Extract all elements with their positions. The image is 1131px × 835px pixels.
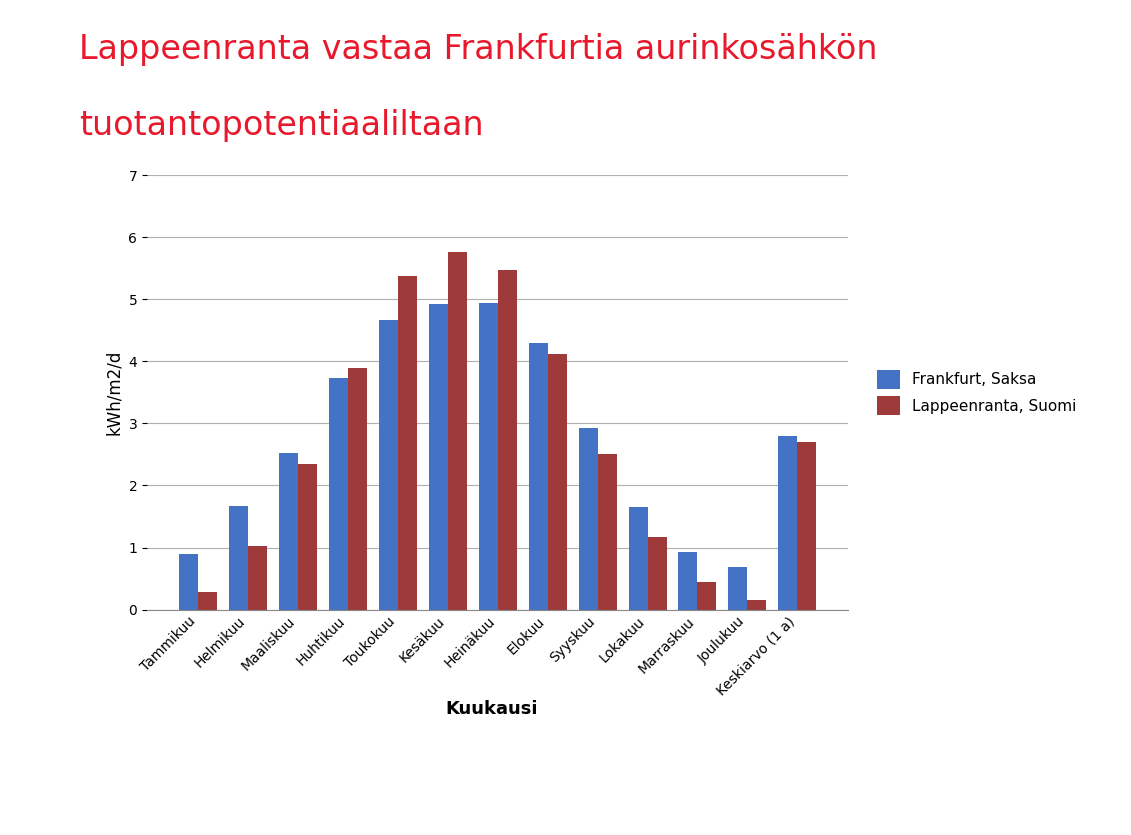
- Bar: [398, 276, 416, 610]
- Bar: [579, 428, 597, 610]
- Text: tuotantopotentiaaliltaan: tuotantopotentiaaliltaan: [79, 109, 484, 142]
- Bar: [198, 592, 217, 610]
- Bar: [179, 554, 198, 610]
- Bar: [478, 302, 498, 610]
- Bar: [329, 378, 347, 610]
- Legend: Frankfurt, Saksa, Lappeenranta, Suomi: Frankfurt, Saksa, Lappeenranta, Suomi: [877, 370, 1077, 415]
- Bar: [429, 305, 448, 610]
- Text: Lappeenranta vastaa Frankfurtia aurinkosähkön: Lappeenranta vastaa Frankfurtia aurinkos…: [79, 33, 878, 67]
- Bar: [248, 545, 267, 610]
- Bar: [379, 320, 398, 610]
- Text: Kuukausi: Kuukausi: [446, 700, 538, 718]
- Bar: [648, 537, 666, 610]
- Bar: [347, 367, 366, 610]
- Bar: [679, 552, 698, 610]
- Bar: [297, 463, 317, 610]
- Bar: [498, 271, 517, 610]
- Bar: [597, 454, 616, 610]
- Y-axis label: kWh/m2/d: kWh/m2/d: [105, 350, 123, 435]
- Bar: [528, 343, 547, 610]
- Bar: [728, 567, 748, 610]
- Bar: [228, 506, 248, 610]
- Text: Lappeenranta University of Technology: Lappeenranta University of Technology: [329, 785, 802, 808]
- Bar: [448, 251, 467, 610]
- Bar: [279, 453, 297, 610]
- Bar: [629, 507, 648, 610]
- Bar: [748, 600, 767, 610]
- Bar: [797, 442, 817, 610]
- Bar: [698, 582, 716, 610]
- Bar: [547, 354, 567, 610]
- Bar: [778, 436, 797, 610]
